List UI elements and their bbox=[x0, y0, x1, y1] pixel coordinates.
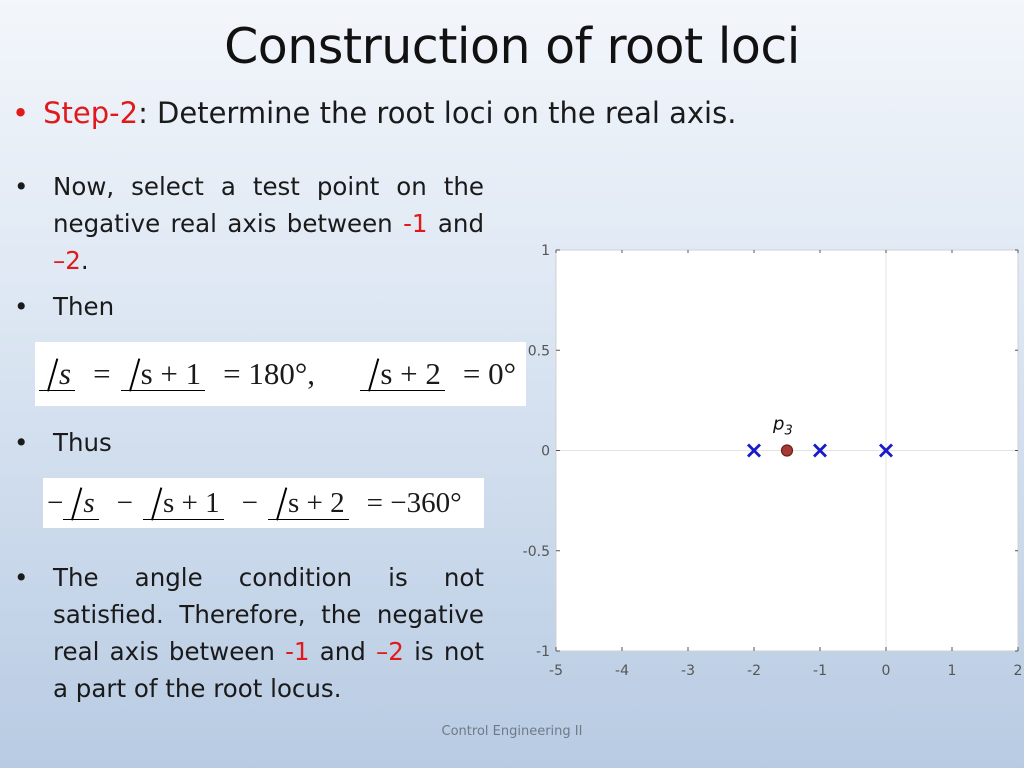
bullet-text: Now, select a test point on the negative… bbox=[53, 172, 484, 275]
angle-s-plus-2: s + 2 bbox=[360, 357, 445, 391]
step-text: : Determine the root loci on the real ax… bbox=[138, 96, 737, 130]
x-tick-label: -3 bbox=[681, 663, 695, 679]
equation-result: = −360° bbox=[366, 486, 462, 519]
x-tick-label: 0 bbox=[882, 663, 891, 679]
minus-sign: − bbox=[241, 486, 259, 519]
minus-sign: − bbox=[116, 486, 134, 519]
equation-value-0: = 0° bbox=[462, 356, 516, 391]
equals-sign: = bbox=[93, 356, 111, 391]
angle-s-plus-1: s + 1 bbox=[143, 487, 224, 520]
bullet-text: Then bbox=[53, 292, 115, 321]
bullet-test-point: • Now, select a test point on the negati… bbox=[14, 168, 484, 279]
x-tick-label: -1 bbox=[813, 663, 827, 679]
slide-title: Construction of root loci bbox=[224, 18, 800, 75]
equation-angle-sum: − s − s + 1 − s + 2 = −360° bbox=[43, 478, 484, 528]
x-tick-label: -5 bbox=[549, 663, 563, 679]
bullet-text: The angle condition is not satisfied. Th… bbox=[53, 563, 484, 703]
pole-marker bbox=[747, 443, 761, 458]
footer-text: Control Engineering II bbox=[441, 724, 583, 739]
bullet-dot: • bbox=[14, 292, 29, 321]
bullet-dot: • bbox=[14, 428, 29, 457]
bullet-conclusion: • The angle condition is not satisfied. … bbox=[14, 559, 484, 707]
x-tick-label: -2 bbox=[747, 663, 761, 679]
y-tick-label: 0.5 bbox=[528, 343, 550, 359]
pole-marker bbox=[879, 443, 893, 458]
bullet-dot: • bbox=[14, 563, 29, 592]
bullet-text: Thus bbox=[53, 428, 112, 457]
angle-s-plus-1: s + 1 bbox=[120, 357, 206, 391]
y-tick-label: 0 bbox=[541, 444, 550, 460]
x-tick-label: -4 bbox=[615, 663, 629, 679]
angle-s: s bbox=[63, 487, 99, 520]
root-locus-plot: -5 -4 -3 -2 -1 0 1 210.50-0.5-1p3 bbox=[523, 243, 1023, 679]
test-point-subscript: 3 bbox=[784, 424, 792, 439]
bullet-then: • Then bbox=[14, 288, 484, 325]
equation-angles: s = s + 1 = 180°, s + 2 = 0° bbox=[35, 342, 526, 406]
x-tick-label: 1 bbox=[948, 663, 957, 679]
angle-s-plus-2: s + 2 bbox=[268, 487, 349, 520]
bullet-dot: • bbox=[14, 172, 29, 201]
step-heading: • Step-2: Determine the root loci on the … bbox=[12, 96, 736, 130]
y-tick-label: 1 bbox=[541, 243, 550, 259]
step-label: Step-2 bbox=[43, 96, 139, 130]
angle-s: s bbox=[39, 357, 76, 391]
bullet-dot: • bbox=[12, 96, 30, 130]
test-point-marker bbox=[780, 444, 794, 457]
y-tick-label: -0.5 bbox=[523, 544, 550, 560]
bullet-thus: • Thus bbox=[14, 424, 484, 461]
y-tick-label: -1 bbox=[536, 644, 550, 660]
x-tick-label: 2 bbox=[1014, 663, 1023, 679]
equation-value-180: = 180°, bbox=[223, 356, 315, 391]
pole-marker bbox=[813, 443, 827, 458]
minus-sign: − bbox=[47, 486, 64, 519]
